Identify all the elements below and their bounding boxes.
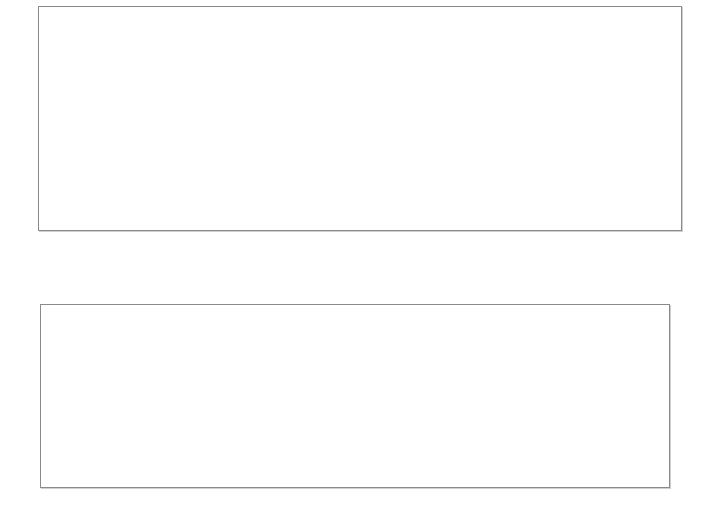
strain-plot-area	[40, 304, 670, 488]
strain-resistance-chart-panel	[0, 300, 707, 511]
temperature-chart-panel	[38, 6, 682, 231]
temperature-plot-area	[38, 6, 682, 231]
